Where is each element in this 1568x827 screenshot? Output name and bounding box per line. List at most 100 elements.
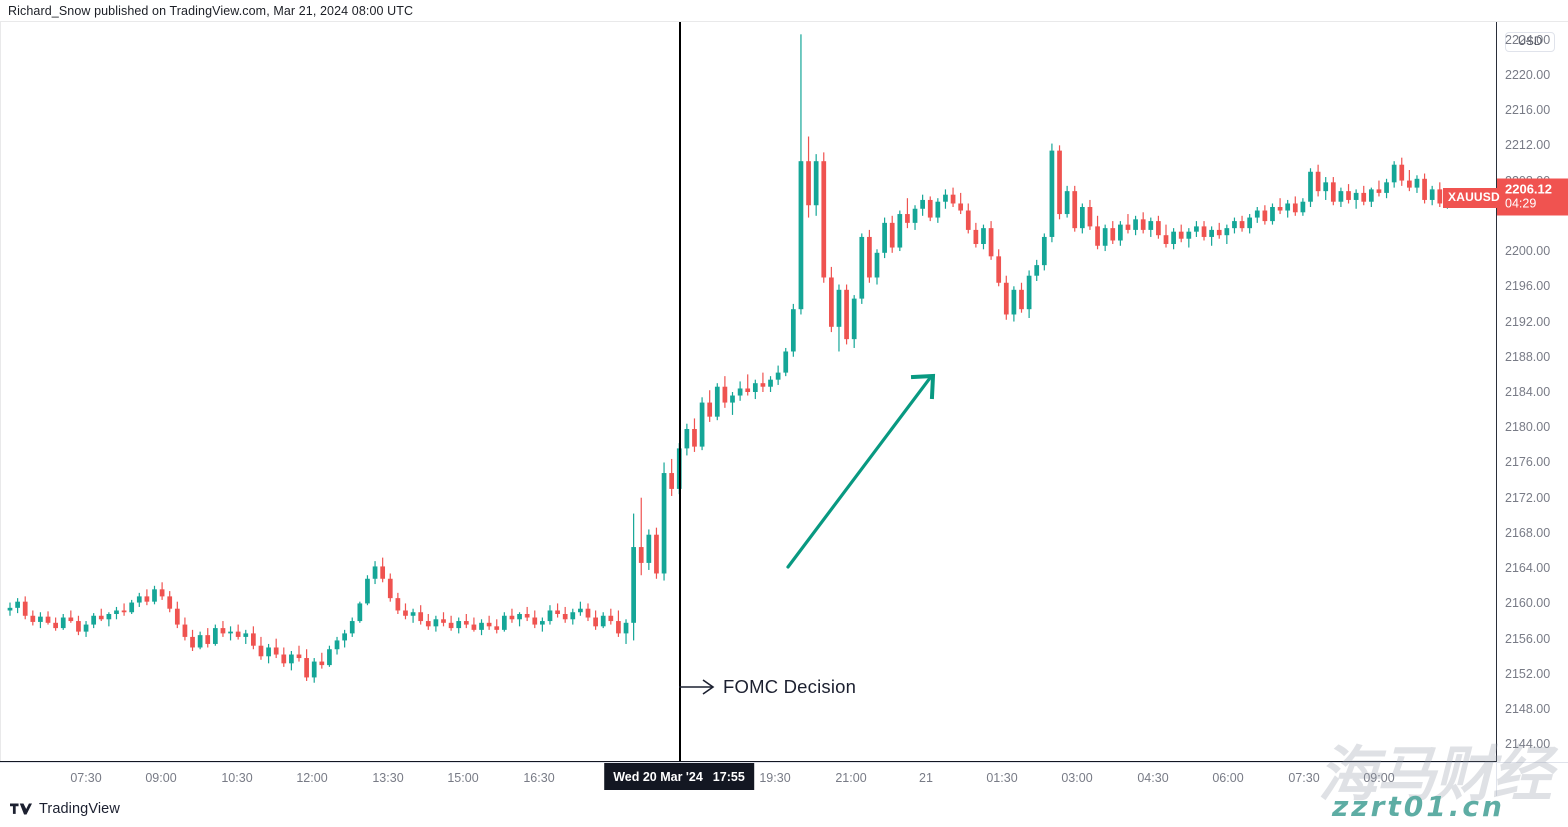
candle-body	[1049, 150, 1055, 237]
candle-body	[190, 636, 195, 648]
candle-wick	[245, 629, 247, 644]
candle-body	[76, 621, 81, 632]
candle-body	[1201, 226, 1207, 237]
last-price-badge[interactable]: 2206.12 04:29	[1497, 178, 1568, 216]
candle-body	[965, 210, 971, 230]
candle-body	[707, 402, 713, 417]
time-tick: 15:00	[447, 771, 479, 785]
candle-body	[874, 252, 880, 278]
currency-button[interactable]: USD	[1505, 32, 1555, 52]
candle-body	[851, 298, 857, 340]
candle-body	[281, 654, 287, 664]
candle-wick	[321, 652, 323, 669]
candle-body	[859, 236, 865, 299]
candle-body	[1315, 171, 1321, 192]
candle-body	[760, 383, 766, 387]
candle-body	[889, 222, 895, 248]
candle-body	[1254, 210, 1260, 218]
price-tick: 2176.00	[1505, 455, 1551, 470]
candle-body	[441, 619, 446, 623]
price-tick: 2192.00	[1505, 314, 1551, 329]
crosshair-vertical-line	[679, 22, 681, 762]
candle-wick	[100, 608, 102, 622]
candle-body	[433, 619, 439, 627]
candle-body	[327, 649, 332, 666]
fomc-label: FOMC Decision	[723, 676, 857, 697]
timescale-divider	[1496, 762, 1497, 796]
candle-body	[1391, 164, 1397, 183]
candle-body	[334, 640, 340, 650]
candle-body	[540, 621, 545, 625]
candle-body	[790, 309, 796, 352]
candle-body	[988, 228, 994, 257]
candlestick-series	[7, 34, 1458, 683]
candle-body	[1087, 207, 1093, 227]
candle-body	[266, 647, 271, 657]
price-tick: 2196.00	[1505, 279, 1551, 294]
last-price-value: 2206.12	[1505, 181, 1552, 197]
candle-wick	[731, 392, 734, 415]
candle-body	[1216, 229, 1222, 236]
candle-body	[121, 610, 127, 613]
time-tick: 09:00	[1363, 771, 1395, 785]
candle-body	[813, 161, 819, 206]
publish-attribution-bar: Richard_Snow published on TradingView.co…	[0, 0, 1568, 22]
candle-body	[1034, 265, 1040, 276]
candle-body	[251, 633, 256, 646]
candle-body	[950, 194, 956, 204]
candle-body	[144, 596, 150, 602]
candle-body	[1277, 207, 1283, 211]
candle-body	[1178, 231, 1184, 239]
candle-body	[1422, 178, 1427, 200]
crosshair-time-label: 17:55	[712, 769, 745, 784]
candle-body	[882, 222, 887, 253]
price-tick: 2216.00	[1505, 103, 1551, 118]
candle-body	[600, 615, 606, 627]
symbol-ticker-tag[interactable]: XAUUSD	[1443, 188, 1505, 209]
candle-body	[1110, 228, 1116, 241]
candle-body	[1262, 210, 1268, 222]
candle-body	[418, 612, 424, 622]
candle-body	[867, 236, 872, 278]
candle-wick	[123, 603, 125, 616]
candle-body	[7, 607, 13, 611]
candle-body	[289, 654, 294, 664]
candle-body	[1232, 221, 1237, 229]
candle-body	[1437, 189, 1443, 204]
candle-body	[829, 277, 834, 327]
candle-body	[646, 534, 652, 563]
candle-body	[425, 621, 431, 627]
candle-body	[593, 617, 598, 627]
time-scale[interactable]: 07:30 09:00 10:30 12:00 13:30 15:00 16:30 19:30…	[0, 762, 1568, 796]
candle-body	[562, 614, 568, 620]
candle-body	[159, 589, 165, 597]
candle-body	[1072, 191, 1078, 229]
fomc-annotation[interactable]: FOMC Decision	[679, 672, 856, 702]
candle-body	[1163, 235, 1169, 244]
candle-body	[905, 214, 910, 223]
candle-body	[1308, 171, 1313, 202]
price-tick: 2184.00	[1505, 385, 1551, 399]
price-tick: 2212.00	[1505, 138, 1551, 153]
candle-body	[91, 615, 97, 625]
candle-body	[768, 379, 773, 387]
time-tick: 19:30	[759, 771, 791, 785]
candle-body	[836, 289, 842, 327]
candle-body	[1270, 207, 1275, 222]
price-scale[interactable]: USD 2224.002220.002216.002212.002208.002…	[1496, 22, 1568, 762]
candle-wick	[1378, 180, 1380, 197]
candle-body	[235, 631, 241, 637]
bar-countdown: 04:29	[1505, 196, 1537, 211]
candle-body	[517, 614, 522, 620]
candle-body	[1330, 182, 1336, 202]
candle-body	[1125, 224, 1131, 230]
candle-body	[973, 229, 979, 244]
candle-body	[798, 161, 804, 310]
candle-body	[821, 161, 827, 278]
candle-body	[578, 608, 583, 613]
chart-pane[interactable]	[0, 22, 1496, 762]
trend-arrow-annotation[interactable]	[770, 355, 960, 580]
price-tick: 2188.00	[1505, 349, 1551, 364]
candle-wick	[1127, 214, 1129, 234]
candle-body	[365, 578, 370, 604]
